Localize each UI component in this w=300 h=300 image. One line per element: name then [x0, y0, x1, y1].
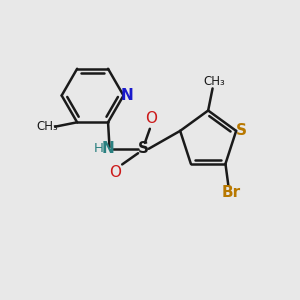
Text: O: O [145, 111, 157, 126]
Text: S: S [236, 123, 247, 138]
Text: Br: Br [222, 185, 241, 200]
Text: S: S [138, 141, 149, 156]
Text: N: N [102, 141, 114, 156]
Text: H: H [93, 142, 103, 155]
Text: CH₃: CH₃ [36, 120, 58, 133]
Text: O: O [110, 165, 122, 180]
Text: N: N [121, 88, 134, 103]
Text: CH₃: CH₃ [203, 76, 225, 88]
